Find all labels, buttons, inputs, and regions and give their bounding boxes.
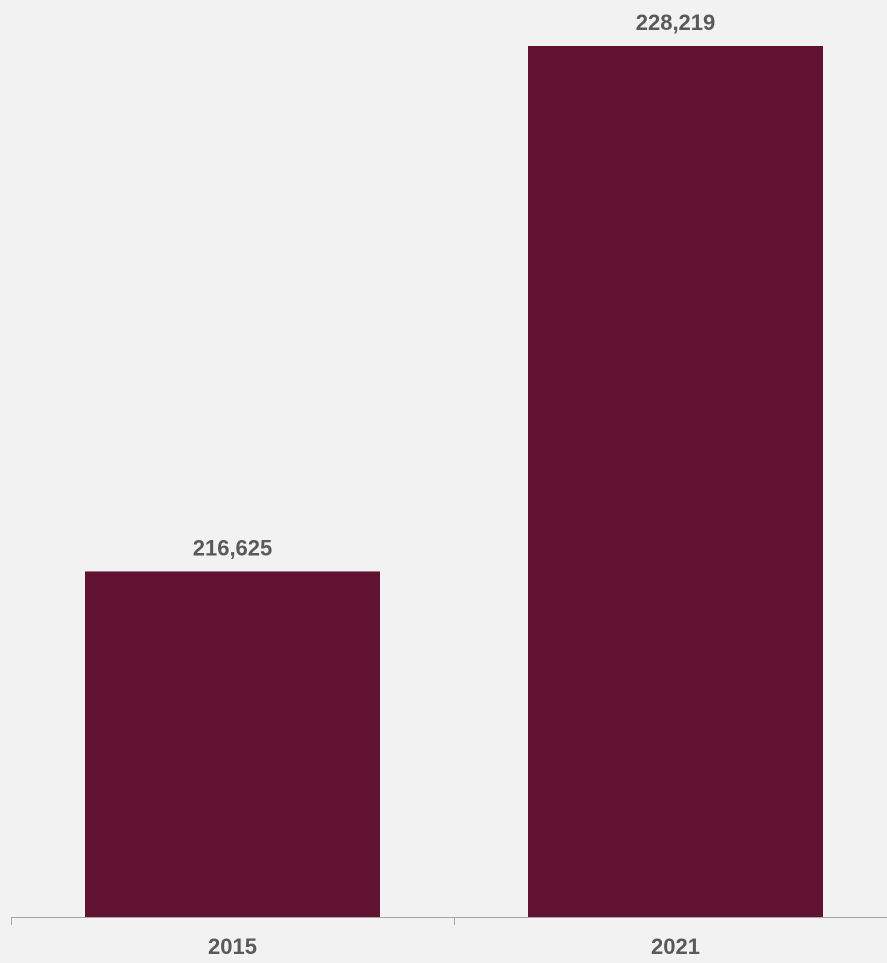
value-labels-group: 216,625 228,219: [193, 10, 716, 560]
x-tick-label-2021: 2021: [651, 934, 700, 959]
bar-2015: [85, 571, 380, 917]
x-tick-label-2015: 2015: [208, 934, 257, 959]
x-tick-labels-group: 2015 2021: [208, 934, 700, 959]
value-label-2021: 228,219: [636, 10, 716, 35]
value-label-2015: 216,625: [193, 535, 273, 560]
bars-group: [85, 46, 823, 917]
bar-2021: [528, 46, 823, 917]
x-axis-ticks: [11, 917, 455, 925]
